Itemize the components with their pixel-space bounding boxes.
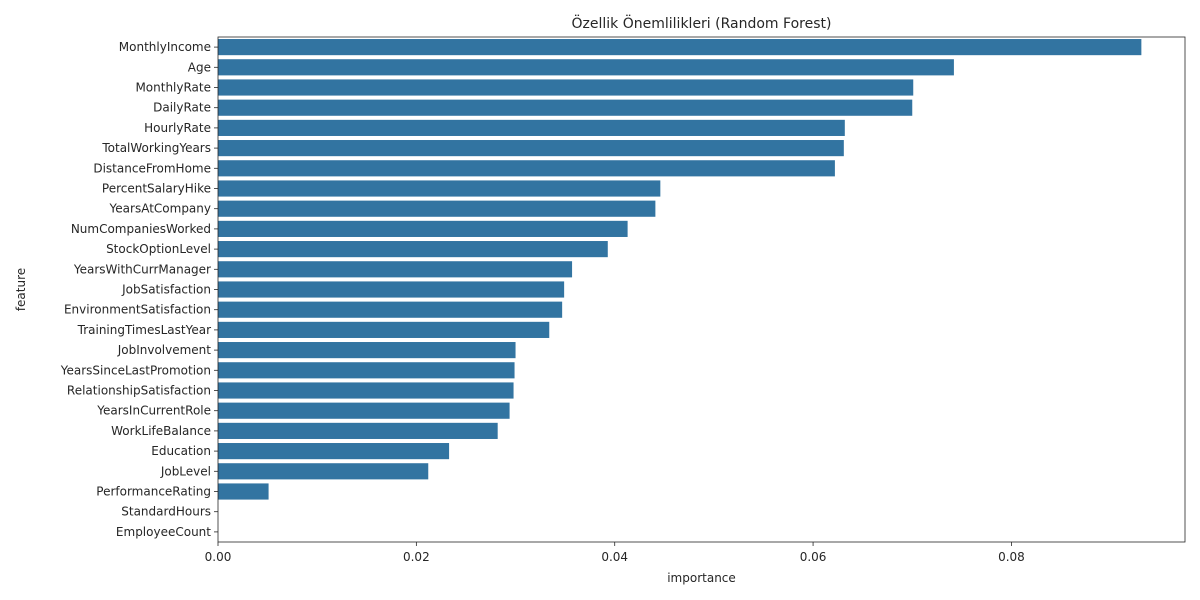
chart-title: Özellik Önemlilikleri (Random Forest) <box>572 14 832 32</box>
y-tick-label: JobSatisfaction <box>121 283 211 297</box>
x-axis: 0.00 0.02 0.04 0.06 0.08 <box>205 542 1025 564</box>
y-tick-label: JobLevel <box>160 464 211 478</box>
y-tick-label: PercentSalaryHike <box>102 182 211 196</box>
y-tick-label: EmployeeCount <box>116 525 211 539</box>
y-tick-label: Education <box>151 444 211 458</box>
bar <box>218 281 565 298</box>
bar <box>218 99 913 116</box>
y-tick-label: MonthlyIncome <box>119 40 211 54</box>
y-tick-label: EnvironmentSatisfaction <box>64 303 211 317</box>
bar <box>218 39 1142 56</box>
bar <box>218 301 563 318</box>
y-tick-label: JobInvolvement <box>117 343 212 357</box>
x-tick-label: 0.08 <box>998 550 1025 564</box>
y-tick-label: RelationshipSatisfaction <box>67 384 211 398</box>
axes-spines <box>217 36 1186 543</box>
bars-group <box>218 39 1142 500</box>
y-tick-label: YearsInCurrentRole <box>96 404 211 418</box>
y-tick-label: YearsSinceLastPromotion <box>60 363 211 377</box>
bar <box>218 59 954 76</box>
bar <box>218 160 835 177</box>
y-tick-label: YearsWithCurrManager <box>73 262 211 276</box>
y-tick-label: PerformanceRating <box>96 485 211 499</box>
bar <box>218 241 608 258</box>
bar <box>218 463 429 480</box>
y-tick-label: MonthlyRate <box>135 81 211 95</box>
y-tick-label: StockOptionLevel <box>106 242 211 256</box>
y-axis-title: feature <box>14 268 28 311</box>
bar <box>218 119 845 136</box>
bar <box>218 200 656 217</box>
bar <box>218 443 450 460</box>
bar <box>218 402 510 419</box>
axes-frame <box>217 36 1186 543</box>
y-tick-label: StandardHours <box>121 505 211 519</box>
x-tick-label: 0.00 <box>205 550 232 564</box>
y-tick-label: DailyRate <box>153 101 211 115</box>
bar <box>218 483 269 500</box>
y-tick-label: HourlyRate <box>144 121 211 135</box>
bar <box>218 180 661 197</box>
bar <box>218 342 516 359</box>
y-tick-label: NumCompaniesWorked <box>71 222 211 236</box>
y-tick-label: DistanceFromHome <box>93 161 211 175</box>
y-axis: MonthlyIncome Age MonthlyRate DailyRate Hour… <box>60 40 218 539</box>
bar <box>218 321 550 338</box>
x-tick-label: 0.04 <box>601 550 628 564</box>
x-tick-label: 0.06 <box>800 550 827 564</box>
x-tick-label: 0.02 <box>403 550 430 564</box>
bar <box>218 261 573 278</box>
bar <box>218 422 498 439</box>
y-tick-label: WorkLifeBalance <box>111 424 211 438</box>
bar <box>218 362 515 379</box>
bar <box>218 382 514 399</box>
x-axis-title: importance <box>667 571 736 585</box>
y-tick-label: Age <box>188 60 211 74</box>
y-tick-label: TotalWorkingYears <box>101 141 211 155</box>
y-tick-label: YearsAtCompany <box>109 202 211 216</box>
bar <box>218 79 914 96</box>
y-tick-label: TrainingTimesLastYear <box>77 323 211 337</box>
bar <box>218 140 844 157</box>
bar <box>218 220 628 237</box>
